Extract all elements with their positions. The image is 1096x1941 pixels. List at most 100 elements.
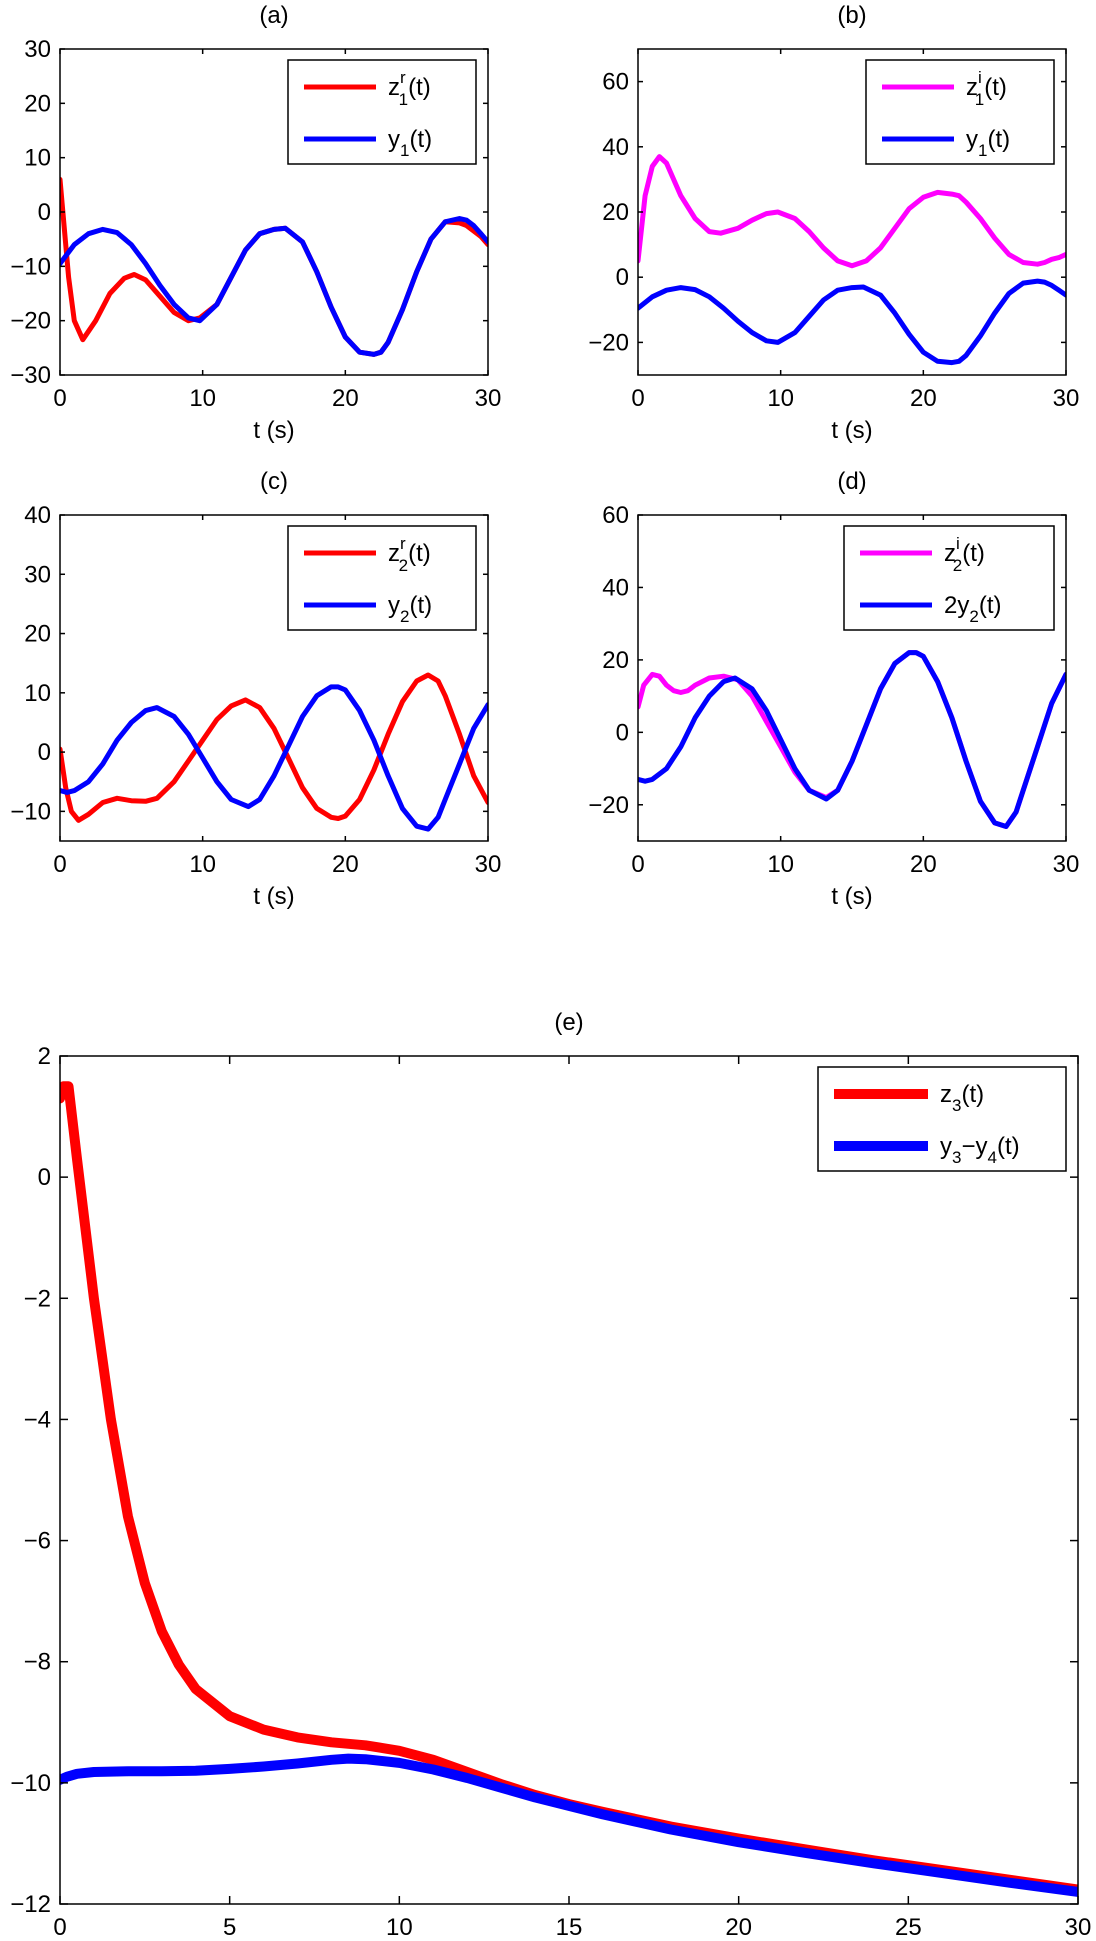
y-tick-label: 40: [24, 502, 51, 529]
y-tick-label: 60: [602, 69, 629, 96]
legend-box: [865, 59, 1055, 165]
x-tick-label: 10: [767, 385, 794, 412]
series-line-a-1: [60, 216, 488, 357]
legend-label: y2(t): [388, 592, 432, 626]
x-axis-label: t (s): [831, 883, 872, 910]
y-tick-label: 40: [602, 134, 629, 161]
series-line-a-0: [60, 176, 488, 357]
x-tick-label: 10: [189, 851, 216, 878]
y-tick-label: −10: [10, 798, 51, 825]
legend-label: zi 1(t): [966, 68, 1007, 109]
axes-box: [59, 514, 489, 842]
legend-label: y1(t): [388, 126, 432, 160]
legend-label: zr 2(t): [388, 534, 431, 575]
series-line-c-1: [60, 684, 488, 832]
series-line-d-1: [638, 650, 1066, 829]
legend: zr 1(t) y1(t): [287, 59, 477, 165]
chart-panel-d: 0 10 20 30 −20 0 20 40 60 (d) t (s) zi 2(t) 2y2(t): [588, 468, 1079, 910]
chart-title: (a): [259, 2, 288, 29]
x-tick-label: 10: [189, 385, 216, 412]
x-axis-label: t (s): [831, 417, 872, 444]
series-line-d-0: [638, 650, 1066, 829]
legend: z3(t) y3−y4(t): [817, 1066, 1067, 1172]
axes-box: [637, 514, 1067, 842]
x-tick-label: 20: [910, 385, 937, 412]
y-tick-label: 0: [616, 264, 629, 291]
x-tick-label: 0: [53, 851, 66, 878]
legend-label: y1(t): [966, 126, 1010, 160]
y-tick-label: 20: [602, 199, 629, 226]
x-tick-label: 0: [631, 385, 644, 412]
y-tick-label: 10: [24, 680, 51, 707]
series-line-b-1: [638, 278, 1066, 366]
legend-box: [843, 525, 1055, 631]
x-tick-label: 30: [475, 385, 502, 412]
x-tick-label: 30: [1053, 385, 1080, 412]
x-tick-label: 20: [332, 851, 359, 878]
x-tick-label: 15: [556, 1914, 583, 1941]
legend: zi 1(t) y1(t): [865, 59, 1055, 165]
y-tick-label: 0: [38, 739, 51, 766]
legend-box: [817, 1066, 1067, 1172]
y-tick-label: 30: [24, 36, 51, 63]
y-tick-label: 20: [602, 647, 629, 674]
axes-box: [59, 1055, 1079, 1905]
y-tick-label: 0: [38, 1164, 51, 1191]
chart-panel-b: 0 10 20 30 −20 0 20 40 60 (b) t (s) zi 1(t) y1(t): [588, 2, 1079, 444]
series-line-c-0: [60, 672, 488, 823]
x-tick-label: 25: [895, 1914, 922, 1941]
y-tick-label: −20: [588, 792, 629, 819]
x-tick-label: 0: [53, 1914, 66, 1941]
legend: zi 2(t) 2y2(t): [843, 525, 1055, 631]
y-tick-label: −20: [588, 329, 629, 356]
y-tick-label: −4: [24, 1406, 51, 1433]
y-tick-label: −10: [10, 253, 51, 280]
y-tick-label: −8: [24, 1649, 51, 1676]
y-tick-label: 0: [616, 719, 629, 746]
chart-title: (d): [837, 468, 866, 495]
y-tick-label: −6: [24, 1528, 51, 1555]
y-tick-label: 30: [24, 561, 51, 588]
x-tick-label: 30: [1065, 1914, 1092, 1941]
y-tick-label: 20: [24, 90, 51, 117]
x-tick-label: 20: [725, 1914, 752, 1941]
y-tick-label: −20: [10, 308, 51, 335]
y-tick-label: −2: [24, 1285, 51, 1312]
x-axis-label: t (s): [253, 417, 294, 444]
legend-box: [287, 59, 477, 165]
legend-box: [287, 525, 477, 631]
y-tick-label: 40: [602, 574, 629, 601]
x-tick-label: 30: [1053, 851, 1080, 878]
y-tick-label: −12: [10, 1891, 51, 1918]
chart-title: (b): [837, 2, 866, 29]
legend-label: y3−y4(t): [940, 1133, 1020, 1167]
x-tick-label: 20: [910, 851, 937, 878]
y-tick-label: 20: [24, 621, 51, 648]
legend: zr 2(t) y2(t): [287, 525, 477, 631]
y-tick-label: 60: [602, 502, 629, 529]
series-line-e-1: [60, 1753, 1078, 1897]
x-tick-label: 0: [53, 385, 66, 412]
x-tick-label: 30: [475, 851, 502, 878]
x-axis-label: t (s): [253, 883, 294, 910]
y-tick-label: 10: [24, 145, 51, 172]
chart-panel-a: 0 10 20 30 −30 −20 −10 0 10 20 30 (a) t (s) zr 1(t) y1(…: [10, 2, 501, 444]
y-tick-label: 0: [38, 199, 51, 226]
chart-title: (c): [260, 468, 288, 495]
y-tick-label: −30: [10, 362, 51, 389]
legend-label: zi 2(t): [944, 534, 985, 575]
chart-title: (e): [554, 1009, 583, 1036]
legend-label: 2y2(t): [944, 592, 1001, 626]
x-tick-label: 5: [223, 1914, 236, 1941]
x-tick-label: 20: [332, 385, 359, 412]
x-tick-label: 10: [386, 1914, 413, 1941]
y-tick-label: 2: [38, 1043, 51, 1070]
y-tick-label: −10: [10, 1770, 51, 1797]
series-line-b-0: [638, 154, 1066, 269]
legend-label: zr 1(t): [388, 68, 431, 109]
x-tick-label: 10: [767, 851, 794, 878]
x-tick-label: 0: [631, 851, 644, 878]
